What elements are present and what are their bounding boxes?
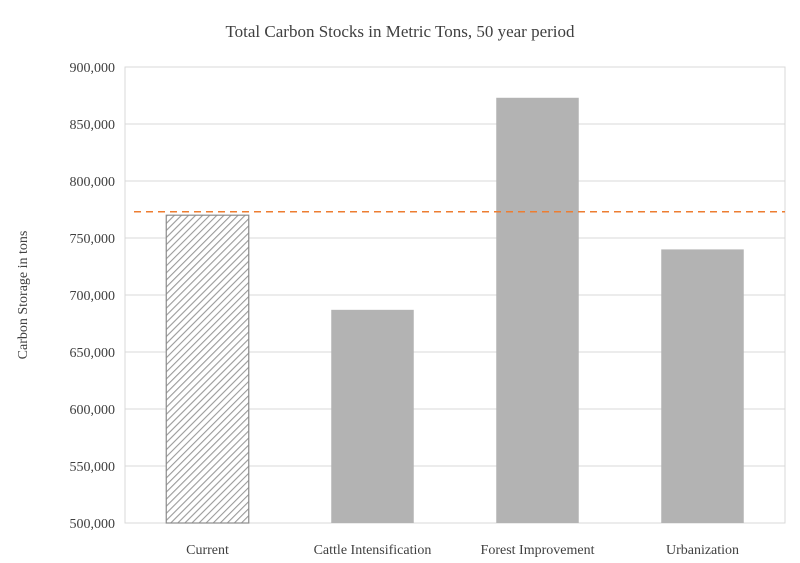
y-tick-label: 850,000 [70,118,116,133]
x-axis-ticks: Current Cattle Intensification Forest Impr… [186,543,739,558]
bar-urbanization [661,249,744,523]
bars [165,97,744,524]
y-tick-label: 700,000 [70,289,116,304]
bar-cattle-intensification [331,309,414,523]
y-tick-label: 500,000 [70,517,116,532]
y-tick-label: 650,000 [70,346,116,361]
x-tick-label: Current [186,543,229,558]
y-tick-label: 900,000 [70,61,116,76]
x-tick-label: Urbanization [666,543,739,558]
y-axis-label: Carbon Storage in tons [16,231,31,360]
y-tick-label: 800,000 [70,175,116,190]
y-axis-ticks: 500,000 550,000 600,000 650,000 700,000 750,0… [70,61,116,532]
y-tick-label: 550,000 [70,460,116,475]
x-tick-label: Forest Improvement [481,543,595,558]
y-tick-label: 600,000 [70,403,116,418]
chart-title: Total Carbon Stocks in Metric Tons, 50 y… [225,22,575,41]
bar-forest-improvement [496,97,579,523]
bar-current [165,214,250,524]
y-tick-label: 750,000 [70,232,116,247]
x-tick-label: Cattle Intensification [314,543,432,558]
